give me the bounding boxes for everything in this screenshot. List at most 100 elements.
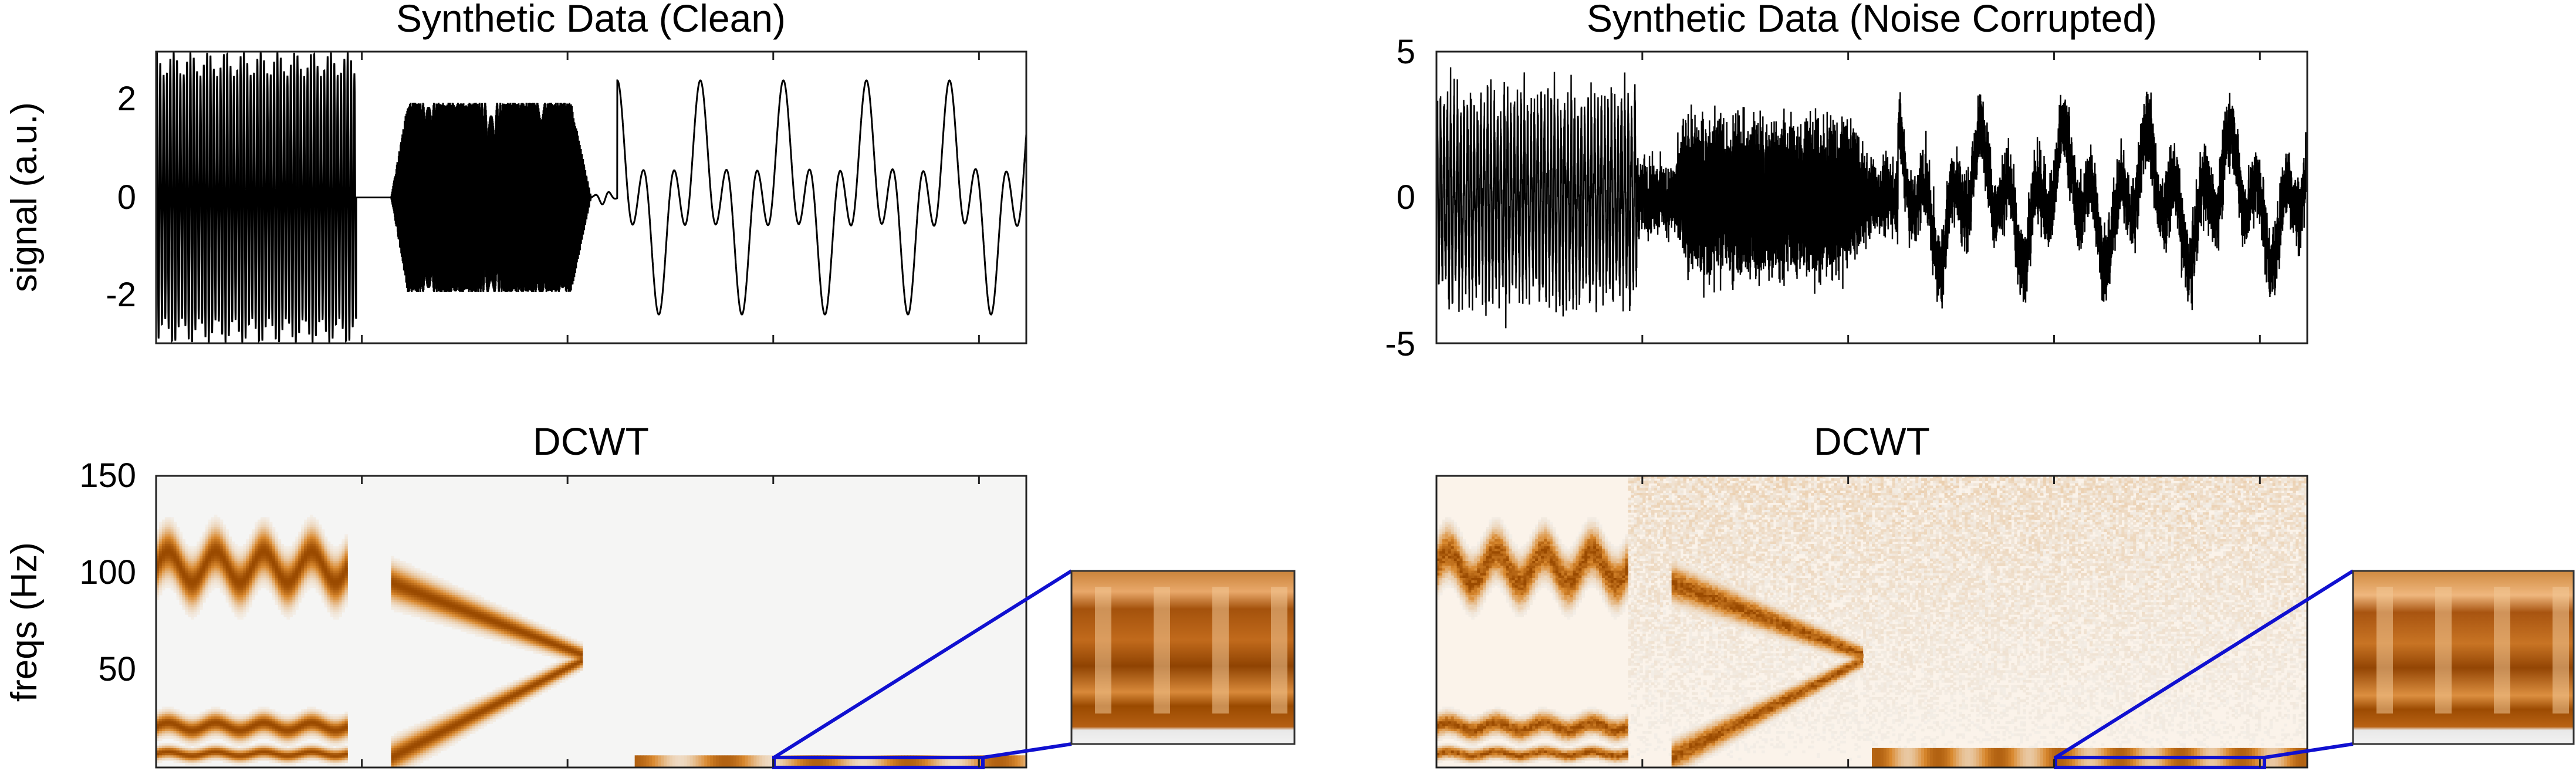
heatmap-cell: [200, 546, 203, 549]
heatmap-cell: [513, 706, 516, 710]
heatmap-cell: [443, 713, 447, 717]
heatmap-cell: [173, 536, 177, 540]
heatmap-cell: [533, 648, 537, 651]
heatmap-cell: [530, 687, 534, 691]
heatmap-cell: [260, 563, 264, 566]
heatmap-cell: [422, 577, 427, 581]
heatmap-cell: [304, 709, 307, 712]
heatmap-cell: [458, 594, 461, 598]
heatmap-cell: [304, 541, 307, 545]
heatmap-cell: [518, 614, 522, 617]
heatmap-cell: [243, 750, 246, 753]
heatmap-cell: [286, 549, 290, 552]
heatmap-cell: [197, 594, 200, 598]
heatmap-cell: [194, 611, 197, 615]
heatmap-cell: [194, 573, 197, 576]
heatmap-cell: [394, 609, 397, 613]
heatmap-cell: [246, 745, 249, 749]
heatmap-cell: [217, 583, 221, 586]
heatmap-cell: [466, 619, 470, 623]
heatmap-cell: [275, 573, 279, 576]
heatmap-cell: [173, 583, 177, 586]
heatmap-cell: [489, 634, 493, 637]
heatmap-cell: [397, 570, 400, 574]
heatmap-cell: [211, 721, 215, 725]
heatmap-cell: [458, 621, 461, 625]
heatmap-cell: [475, 626, 479, 630]
heatmap-cell: [304, 553, 307, 557]
heatmap-cell: [515, 694, 519, 698]
heatmap-cell: [518, 617, 522, 620]
heatmap-cell: [312, 733, 316, 736]
heatmap-cell: [515, 636, 519, 640]
heatmap-cell: [339, 549, 342, 552]
heatmap-cell: [437, 750, 441, 753]
heatmap-cell: [225, 738, 229, 742]
heatmap-cell: [240, 556, 244, 559]
heatmap-cell: [342, 590, 345, 593]
heatmap-cell: [446, 624, 449, 627]
heatmap-cell: [321, 594, 325, 598]
heatmap-cell: [275, 587, 279, 591]
heatmap-cell: [161, 723, 165, 727]
heatmap-cell: [156, 748, 160, 751]
heatmap-cell: [231, 733, 235, 736]
heatmap-cell: [342, 583, 345, 586]
heatmap-cell: [228, 549, 232, 552]
heatmap-cell: [191, 723, 194, 727]
heatmap-cell: [255, 583, 258, 586]
heatmap-cell: [188, 577, 191, 581]
heatmap-cell: [422, 750, 427, 753]
heatmap-cell: [301, 728, 305, 732]
heatmap-cell: [246, 731, 249, 734]
heatmap-cell: [339, 546, 342, 549]
heatmap-cell: [234, 614, 238, 617]
heatmap-cell: [266, 745, 270, 749]
heatmap-cell: [240, 745, 244, 749]
heatmap-cell: [258, 543, 261, 547]
heatmap-cell: [231, 743, 235, 746]
heatmap-cell: [469, 614, 473, 617]
heatmap-cell: [400, 566, 403, 569]
heatmap-cell: [466, 617, 470, 620]
heatmap-cell: [434, 748, 438, 751]
heatmap-cell: [214, 753, 218, 756]
heatmap-cell: [452, 709, 455, 712]
heatmap-cell: [197, 740, 200, 744]
heatmap-cell: [455, 592, 458, 596]
heatmap-cell: [158, 529, 163, 532]
heatmap-cell: [545, 643, 548, 647]
heatmap-cell: [260, 529, 264, 532]
heatmap-cell: [417, 590, 421, 593]
heatmap-cell: [484, 628, 488, 632]
heatmap-cell: [339, 728, 342, 732]
heatmap-cell: [173, 750, 177, 753]
heatmap-cell: [336, 753, 340, 756]
heatmap-cell: [237, 551, 241, 554]
heatmap-cell: [234, 553, 238, 557]
heatmap-cell: [304, 738, 307, 742]
heatmap-cell: [443, 731, 447, 734]
heatmap-cell: [266, 566, 270, 569]
heatmap-cell: [246, 721, 249, 725]
heatmap-cell: [405, 607, 409, 610]
heatmap-cell: [315, 558, 319, 562]
heatmap-cell: [489, 631, 493, 634]
heatmap-cell: [301, 560, 305, 564]
heatmap-cell: [240, 728, 244, 732]
heatmap-cell: [185, 733, 188, 736]
heatmap-cell: [228, 738, 232, 742]
heatmap-cell: [458, 721, 461, 725]
heatmap-cell: [292, 713, 296, 717]
heatmap-cell: [156, 750, 160, 753]
heatmap-cell: [408, 731, 412, 734]
heatmap-cell: [231, 748, 235, 751]
heatmap-cell: [492, 699, 496, 702]
heatmap-cell: [191, 716, 194, 719]
heatmap-cell: [524, 643, 528, 647]
heatmap-cell: [425, 733, 430, 736]
heatmap-cell: [240, 614, 244, 617]
heatmap-cell: [205, 560, 209, 564]
heatmap-cell: [315, 529, 319, 532]
heatmap-cell: [191, 726, 194, 729]
